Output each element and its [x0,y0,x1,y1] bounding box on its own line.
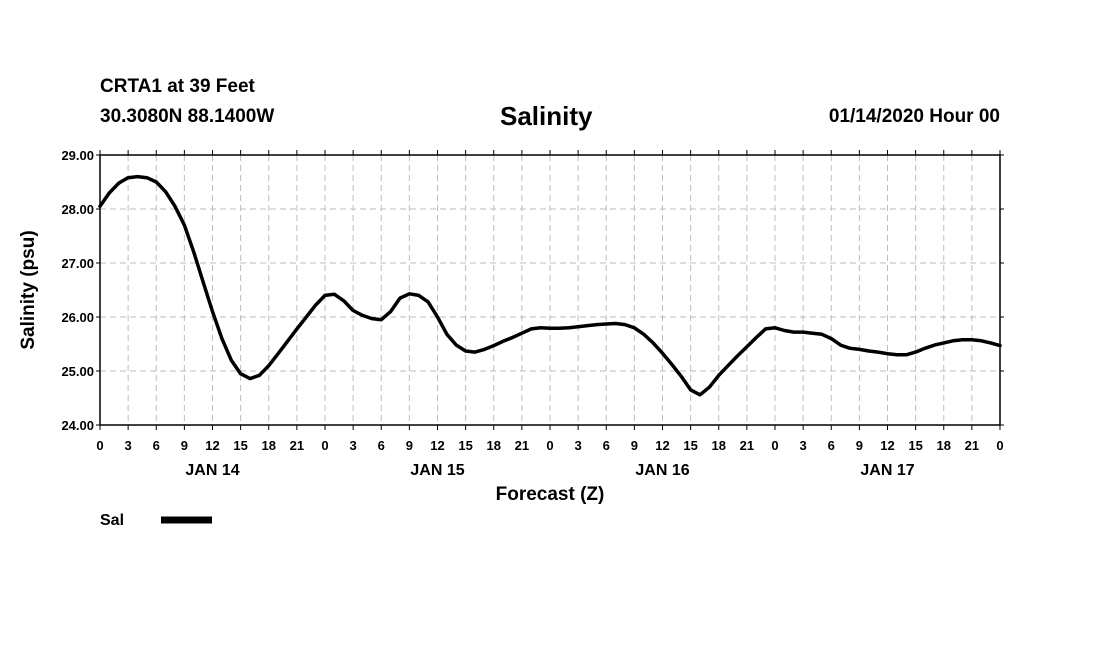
x-tick-label: 6 [153,438,160,453]
legend-label: Sal [100,512,124,529]
day-label: JAN 16 [635,462,689,479]
x-tick-label: 9 [406,438,413,453]
x-tick-label: 21 [515,438,529,453]
x-tick-label: 6 [603,438,610,453]
x-tick-label: 3 [125,438,132,453]
axis-labels: 24.00 25.00 26.00 27.00 28.00 29.00 0 3 6 9 12 15 18… [61,148,1003,479]
chart-title: Salinity [500,101,593,131]
y-tick-label: 25.00 [61,364,94,379]
x-tick-label: 3 [350,438,357,453]
day-label: JAN 15 [410,462,464,479]
x-tick-label: 3 [575,438,582,453]
y-tick-label: 26.00 [61,310,94,325]
day-label: JAN 17 [860,462,914,479]
x-axis-label: Forecast (Z) [496,484,605,505]
x-tick-label: 18 [937,438,951,453]
x-tick-label: 6 [378,438,385,453]
x-tick-label: 0 [996,438,1003,453]
x-tick-label: 15 [683,438,697,453]
x-tick-label: 18 [487,438,501,453]
day-label: JAN 14 [185,462,239,479]
x-tick-label: 21 [290,438,304,453]
x-tick-label: 0 [321,438,328,453]
x-tick-label: 18 [262,438,276,453]
station-label: CRTA1 at 39 Feet [100,76,255,97]
axis-ticks [96,150,1004,430]
x-tick-label: 9 [631,438,638,453]
x-tick-label: 15 [233,438,247,453]
x-tick-label: 15 [458,438,472,453]
x-tick-label: 0 [96,438,103,453]
x-tick-label: 0 [771,438,778,453]
x-tick-label: 18 [712,438,726,453]
x-tick-label: 12 [655,438,669,453]
x-tick-label: 15 [908,438,922,453]
y-tick-label: 27.00 [61,256,94,271]
x-tick-label: 12 [880,438,894,453]
grid-lines [100,155,1000,425]
y-tick-label: 24.00 [61,418,94,433]
x-tick-label: 6 [828,438,835,453]
x-tick-label: 9 [181,438,188,453]
y-axis-label: Salinity (psu) [18,230,39,349]
x-tick-label: 3 [800,438,807,453]
x-tick-label: 9 [856,438,863,453]
x-tick-label: 12 [430,438,444,453]
y-tick-label: 29.00 [61,148,94,163]
x-tick-label: 0 [546,438,553,453]
x-tick-label: 21 [740,438,754,453]
x-tick-label: 21 [965,438,979,453]
y-tick-label: 28.00 [61,202,94,217]
series-line-sal [98,174,1002,397]
forecast-date-hour: 01/14/2020 Hour 00 [828,106,1000,127]
legend: Sal [100,512,212,529]
coordinates-label: 30.3080N 88.1400W [100,106,275,127]
x-tick-label: 12 [205,438,219,453]
